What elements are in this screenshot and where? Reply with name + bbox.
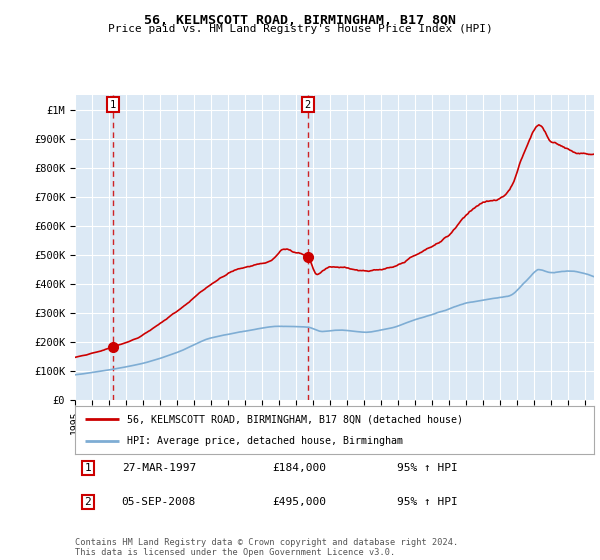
Text: 05-SEP-2008: 05-SEP-2008 <box>122 497 196 507</box>
Text: 56, KELMSCOTT ROAD, BIRMINGHAM, B17 8QN: 56, KELMSCOTT ROAD, BIRMINGHAM, B17 8QN <box>144 14 456 27</box>
Text: £184,000: £184,000 <box>272 463 326 473</box>
Text: HPI: Average price, detached house, Birmingham: HPI: Average price, detached house, Birm… <box>127 436 403 446</box>
Text: Contains HM Land Registry data © Crown copyright and database right 2024.
This d: Contains HM Land Registry data © Crown c… <box>75 538 458 557</box>
Text: 56, KELMSCOTT ROAD, BIRMINGHAM, B17 8QN (detached house): 56, KELMSCOTT ROAD, BIRMINGHAM, B17 8QN … <box>127 414 463 424</box>
Text: 2: 2 <box>85 497 91 507</box>
Text: 95% ↑ HPI: 95% ↑ HPI <box>397 463 458 473</box>
Text: 27-MAR-1997: 27-MAR-1997 <box>122 463 196 473</box>
Text: Price paid vs. HM Land Registry's House Price Index (HPI): Price paid vs. HM Land Registry's House … <box>107 24 493 34</box>
Text: 1: 1 <box>110 100 116 110</box>
Text: £495,000: £495,000 <box>272 497 326 507</box>
Text: 95% ↑ HPI: 95% ↑ HPI <box>397 497 458 507</box>
Text: 2: 2 <box>305 100 311 110</box>
Text: 1: 1 <box>85 463 91 473</box>
